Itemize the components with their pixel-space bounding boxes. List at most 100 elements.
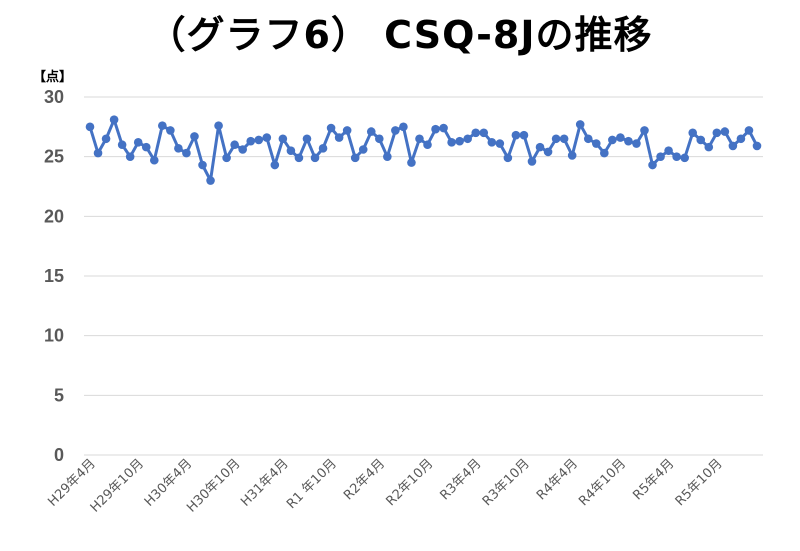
data-point [640, 126, 649, 135]
data-point [294, 153, 304, 163]
x-tick-label: R4年10月 [576, 456, 629, 509]
y-tick-label: 0 [54, 445, 64, 465]
data-point [214, 121, 223, 130]
chart-title: （グラフ6） CSQ-8Jの推移 [147, 13, 653, 57]
data-point [431, 124, 440, 134]
data-point [423, 140, 432, 150]
data-point [158, 121, 167, 130]
y-tick-label: 5 [54, 385, 64, 405]
data-point [720, 127, 730, 136]
data-point [254, 135, 264, 145]
data-point [407, 158, 416, 167]
data-point [326, 123, 336, 133]
data-point [463, 134, 472, 144]
y-tick-label: 15 [44, 266, 64, 286]
data-point [744, 126, 754, 135]
y-tick-label: 30 [44, 87, 64, 107]
y-tick-label: 10 [44, 326, 64, 346]
data-point [664, 146, 673, 155]
data-point [575, 120, 585, 129]
data-point [495, 139, 505, 148]
data-point [591, 139, 601, 148]
data-point [198, 160, 207, 170]
data-point [334, 133, 344, 142]
data-point [583, 134, 593, 144]
data-point [616, 133, 625, 142]
data-point [503, 153, 513, 163]
data-point [712, 128, 722, 138]
data-point [230, 140, 239, 150]
data-point [543, 147, 553, 157]
data-point [222, 153, 231, 163]
data-point [479, 128, 489, 138]
y-tick-label: 20 [44, 206, 64, 226]
series-line [88, 118, 759, 182]
data-point [736, 134, 746, 144]
data-point [278, 134, 288, 144]
data-point [632, 139, 641, 148]
data-point [190, 132, 199, 141]
data-point [415, 134, 424, 144]
y-axis-unit-label: 【点】 [33, 70, 73, 85]
data-point [93, 148, 103, 158]
data-point [391, 126, 400, 135]
data-point [527, 157, 537, 166]
data-point [310, 153, 320, 163]
data-point [206, 176, 215, 185]
series-group [85, 115, 762, 185]
data-point [117, 140, 127, 150]
x-tick-label: R5年10月 [673, 456, 726, 509]
data-point [318, 144, 328, 153]
data-point [101, 134, 111, 144]
data-point [752, 141, 762, 151]
data-point [149, 155, 159, 165]
data-point [487, 138, 497, 147]
data-point [270, 160, 280, 170]
data-point [696, 135, 706, 145]
data-point [680, 153, 689, 163]
data-point [535, 142, 545, 152]
data-point [551, 134, 561, 144]
data-point [286, 146, 296, 155]
data-point [704, 142, 714, 152]
data-point [109, 115, 119, 124]
data-point [511, 130, 521, 140]
y-axis-ticks: 0 5 10 15 20 25 30 [44, 87, 64, 465]
x-tick-label: R3年10月 [480, 456, 533, 509]
data-point [350, 153, 360, 163]
data-point [238, 145, 247, 154]
data-point [728, 141, 738, 151]
data-point [85, 122, 95, 132]
x-tick-label: R3年4月 [437, 456, 484, 503]
data-point [624, 136, 633, 146]
data-point [648, 160, 657, 170]
x-tick-label: R2年10月 [383, 456, 436, 509]
data-point [174, 144, 183, 153]
data-point [246, 136, 256, 146]
data-point [375, 134, 384, 144]
data-point [133, 138, 143, 147]
data-point [519, 130, 529, 140]
data-point [471, 128, 481, 138]
data-point [302, 134, 312, 144]
data-point [567, 151, 577, 160]
x-tick-label: R2年4月 [341, 456, 388, 503]
data-point [166, 126, 175, 135]
data-point [366, 127, 376, 136]
data-point [439, 123, 448, 133]
data-point [358, 145, 368, 154]
data-point [342, 126, 352, 135]
data-point [559, 134, 569, 144]
data-point [125, 152, 135, 161]
y-tick-label: 25 [44, 147, 64, 167]
data-point [688, 128, 698, 138]
data-point [262, 133, 272, 142]
data-point [455, 136, 464, 146]
data-point [141, 142, 151, 152]
data-point [399, 122, 408, 132]
data-point [656, 152, 665, 161]
gridlines [84, 96, 763, 456]
data-point [447, 138, 456, 147]
